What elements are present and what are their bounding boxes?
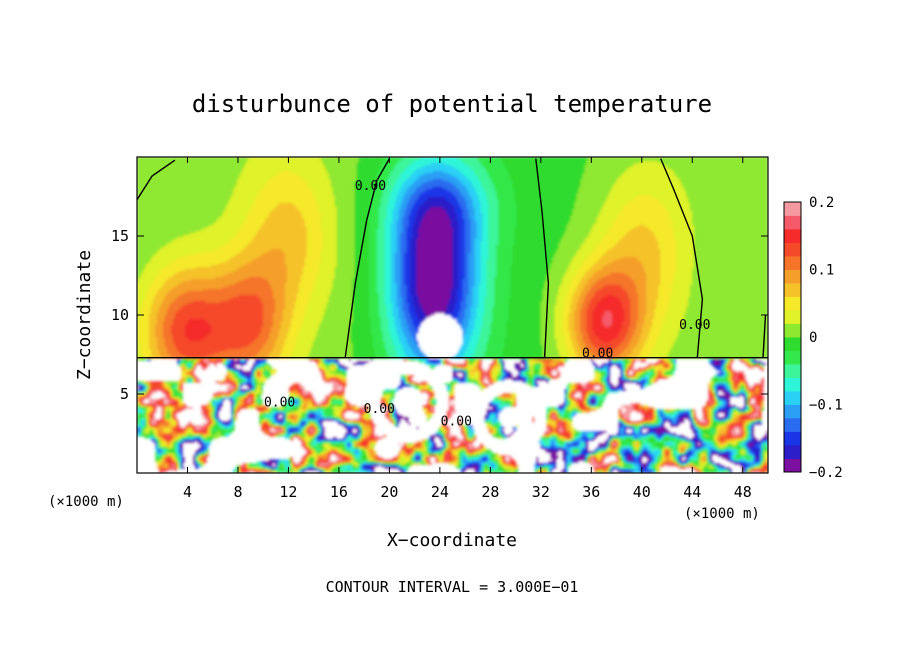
x-tick-label-12: 12: [279, 483, 297, 501]
colorbar-tick-label-3: −0.1: [809, 398, 843, 414]
contour-label-2: 0.00: [582, 347, 613, 362]
colorbar-segment-14: [784, 269, 801, 284]
x-axis-ticks: 4 8 12 16 20 24 28 32 36 40 44 48: [183, 157, 752, 501]
y-tick-label-10: 10: [111, 306, 129, 324]
colorbar-segment-13: [784, 283, 801, 297]
x-axis-label: X−coordinate: [387, 530, 517, 551]
y-axis-ticks: 5 10 15: [111, 227, 768, 403]
zero-contour-2: [344, 158, 391, 358]
plot-area: [137, 157, 768, 473]
y-axis-label: Z−coordinate: [74, 250, 95, 380]
colorbar-ticks: 0.2 0.1 0 −0.1 −0.2: [809, 195, 843, 481]
colorbar-segment-10: [784, 323, 801, 338]
contour-label-4: 0.00: [264, 396, 295, 411]
chart-title: disturbunce of potential temperature: [192, 90, 712, 118]
y-tick-label-15: 15: [111, 227, 129, 245]
x-tick-label-36: 36: [582, 483, 600, 501]
contour-labels: 0.00 0.00 0.00 0.00 0.00 0.00: [264, 179, 711, 429]
colorbar-segment-0: [784, 458, 801, 473]
x-tick-label-16: 16: [330, 483, 348, 501]
y-unit-label: (×1000 m): [48, 494, 124, 510]
colorbar-segment-9: [784, 337, 801, 351]
colorbar-segment-4: [784, 404, 801, 419]
x-tick-label-28: 28: [481, 483, 499, 501]
x-tick-label-20: 20: [380, 483, 398, 501]
colorbar-segment-7: [784, 364, 801, 378]
x-tick-label-8: 8: [233, 483, 242, 501]
contour-label-6: 0.00: [441, 415, 472, 430]
contour-interval-footer: CONTOUR INTERVAL = 3.000E−01: [326, 578, 579, 596]
colorbar-segment-19: [784, 202, 801, 216]
colorbar-tick-label-4: −0.2: [809, 465, 843, 481]
colorbar-segment-11: [784, 310, 801, 324]
contour-label-1: 0.00: [355, 179, 386, 194]
x-unit-label: (×1000 m): [684, 506, 760, 522]
x-tick-label-4: 4: [183, 483, 192, 501]
colorbar-segment-5: [784, 391, 801, 405]
colorbar-tick-label-2: 0: [809, 330, 817, 346]
colorbar-segment-6: [784, 377, 801, 392]
colorbar-frame: [783, 201, 802, 473]
zero-contour-1: [137, 159, 176, 201]
zero-contour-4: [660, 158, 704, 358]
x-tick-label-32: 32: [532, 483, 550, 501]
x-tick-label-44: 44: [683, 483, 701, 501]
field-raster: [137, 157, 768, 473]
zero-contour-6: [762, 314, 767, 358]
contour-label-5: 0.00: [364, 402, 395, 417]
colorbar-segment-3: [784, 418, 801, 432]
x-tick-label-24: 24: [431, 483, 449, 501]
colorbar-segment-16: [784, 242, 801, 257]
contour-lines: [137, 158, 768, 359]
colorbar-segment-17: [784, 229, 801, 243]
contour-label-3: 0.00: [679, 318, 710, 333]
colorbar-segment-8: [784, 350, 801, 365]
colorbar-tick-label-0: 0.2: [809, 195, 834, 211]
colorbar: [783, 201, 802, 473]
colorbar-segment-15: [784, 256, 801, 270]
colorbar-segment-18: [784, 215, 801, 230]
x-tick-label-40: 40: [633, 483, 651, 501]
x-tick-label-48: 48: [734, 483, 752, 501]
colorbar-tick-label-1: 0.1: [809, 263, 834, 279]
colorbar-segment-12: [784, 296, 801, 311]
zero-contour-3: [535, 158, 550, 358]
colorbar-segment-1: [784, 445, 801, 459]
colorbar-segment-2: [784, 431, 801, 446]
y-tick-label-5: 5: [120, 385, 129, 403]
